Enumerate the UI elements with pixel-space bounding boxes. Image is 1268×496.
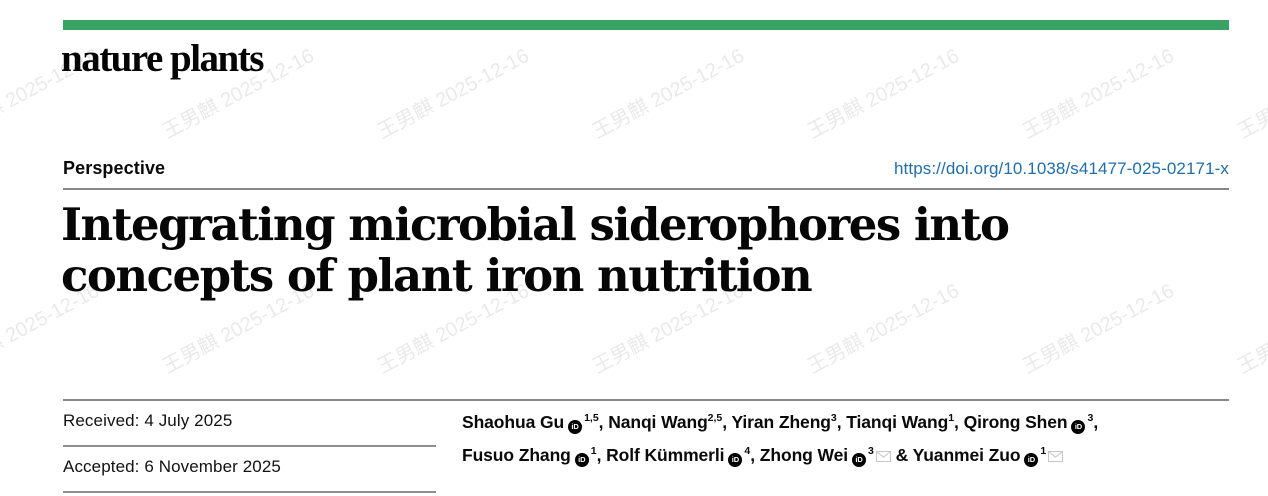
article-title-line1: Integrating microbial siderophores into (61, 198, 1010, 251)
dates-divider (63, 445, 436, 447)
author-affiliation-sup: 2,5 (707, 412, 723, 424)
email-icon[interactable] (1048, 451, 1064, 462)
orcid-icon[interactable]: iD (728, 452, 743, 467)
author-name: Yiran Zheng (731, 412, 831, 432)
author-separator: , (954, 412, 964, 432)
article-title: Integrating microbial siderophores into … (61, 199, 1181, 301)
orcid-icon[interactable]: iD (1024, 452, 1039, 467)
author-separator: , (1093, 412, 1099, 432)
author-affiliation-sup: 4 (744, 445, 751, 457)
orcid-icon[interactable]: iD (1071, 419, 1086, 434)
article-type-row: Perspective https://doi.org/10.1038/s414… (63, 158, 1229, 184)
author-line-1: Shaohua Gu iD1,5, Nanqi Wang2,5, Yiran Zh… (462, 407, 1232, 440)
orcid-icon[interactable]: iD (568, 419, 583, 434)
author-name: Yuanmei Zuo (912, 445, 1021, 465)
author-affiliation-sup: 1 (1040, 445, 1047, 457)
accepted-date: Accepted: 6 November 2025 (63, 457, 281, 476)
header-divider (63, 188, 1229, 190)
author-separator: , (596, 445, 607, 465)
author-separator: , (750, 445, 760, 465)
author-line-2: Fusuo Zhang iD1, Rolf Kümmerli iD4, Zhong … (462, 440, 1232, 473)
author-name: Rolf Kümmerli (606, 445, 725, 465)
authors-block: Shaohua Gu iD1,5, Nanqi Wang2,5, Yiran Zh… (462, 407, 1232, 473)
orcid-icon[interactable]: iD (852, 452, 867, 467)
author-affiliation-sup: 3 (1087, 412, 1094, 424)
orcid-icon[interactable]: iD (574, 452, 589, 467)
author-name: Fusuo Zhang (462, 445, 571, 465)
author-affiliation-sup: 3 (868, 445, 874, 457)
author-name: Shaohua Gu (462, 412, 565, 432)
doi-link[interactable]: https://doi.org/10.1038/s41477-025-02171… (894, 159, 1229, 178)
article-type-label: Perspective (63, 158, 166, 178)
author-separator: , (598, 412, 609, 432)
author-name: Tianqi Wang (846, 412, 949, 432)
author-affiliation-sup: 1 (590, 445, 597, 457)
author-name: Qirong Shen (963, 412, 1068, 432)
title-meta-divider (63, 399, 1229, 401)
author-name: Zhong Wei (759, 445, 849, 465)
author-name: Nanqi Wang (608, 412, 708, 432)
author-separator: & (890, 445, 913, 465)
dates-divider-bottom (63, 491, 436, 493)
author-affiliation-sup: 1,5 (584, 412, 599, 424)
article-title-line2: concepts of plant iron nutrition (61, 249, 813, 302)
email-icon[interactable] (875, 451, 891, 462)
author-affiliation-sup: 3 (830, 412, 837, 424)
journal-brand-bar (63, 20, 1229, 30)
journal-logo: nature plants (61, 37, 264, 80)
author-affiliation-sup: 1 (948, 412, 955, 424)
author-separator: , (836, 412, 847, 432)
author-separator: , (722, 412, 732, 432)
received-date: Received: 4 July 2025 (63, 411, 233, 430)
